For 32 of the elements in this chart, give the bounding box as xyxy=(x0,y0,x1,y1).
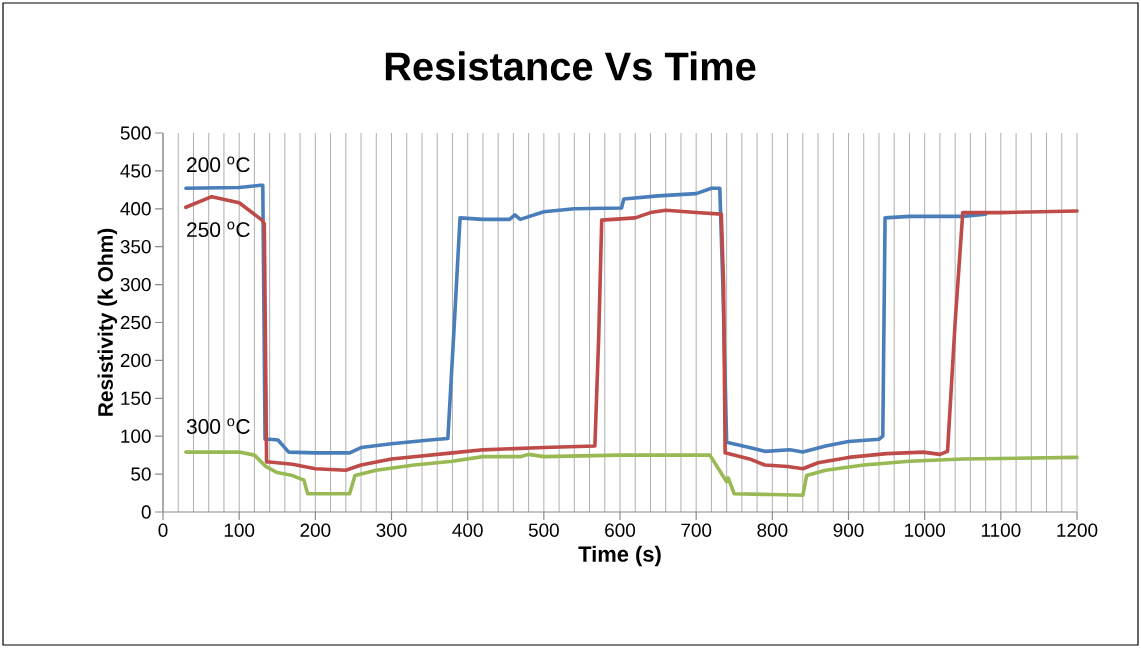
x-tick-label: 200 xyxy=(300,523,331,537)
x-tick-label: 600 xyxy=(605,523,636,537)
y-tick-label: 400 xyxy=(120,202,151,216)
y-tick-label: 300 xyxy=(120,277,151,292)
y-tick-label: 150 xyxy=(121,391,151,405)
y-axis-title: Resistivity (k Ohm) xyxy=(97,228,118,416)
y-tick-label: 450 xyxy=(120,164,151,178)
y-tick-label: 0 xyxy=(141,505,151,519)
x-tick-label: 0 xyxy=(158,523,168,537)
chart-title: Resistance Vs Time xyxy=(385,51,756,81)
y-tick-label: 250 xyxy=(120,315,151,330)
x-tick-label: 700 xyxy=(681,523,712,537)
y-tick-label: 350 xyxy=(120,239,151,254)
y-tick-label: 50 xyxy=(131,467,151,481)
y-tick-label: 100 xyxy=(121,429,151,443)
x-tick-label: 1200 xyxy=(1057,523,1098,537)
x-tick-label: 300 xyxy=(376,523,407,537)
x-tick-label: 500 xyxy=(528,523,559,537)
series-label: 300 $^{o}$C xyxy=(186,418,250,434)
x-tick-label: 400 xyxy=(452,523,483,537)
x-tick-label: 800 xyxy=(757,523,788,537)
x-tick-label: 100 xyxy=(224,523,255,537)
series-label: 200 $^{o}$C xyxy=(187,156,250,173)
x-tick-label: 900 xyxy=(833,523,864,537)
line-series xyxy=(184,194,1079,473)
x-axis-title: Time (s) xyxy=(578,545,661,567)
x-tick-label: 1100 xyxy=(981,523,1021,537)
series-label: 250 $^{o}$C xyxy=(187,221,250,238)
y-tick-label: 500 xyxy=(120,126,151,140)
x-tick-label: 1000 xyxy=(905,523,945,537)
y-tick-label: 200 xyxy=(120,353,151,368)
line-series xyxy=(184,450,1079,498)
